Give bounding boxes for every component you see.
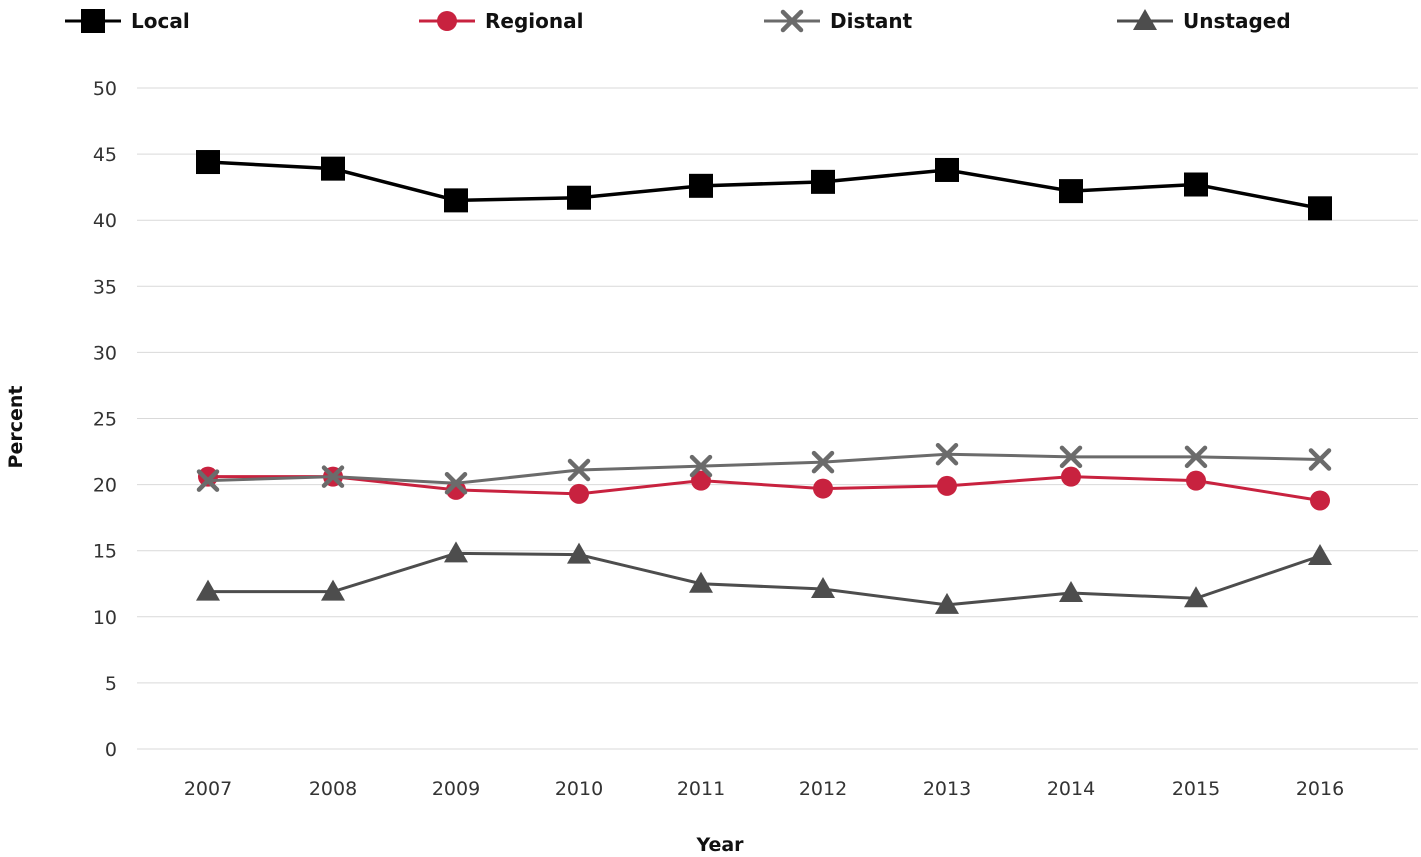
series-group: [196, 150, 1332, 614]
point-triangle-unstaged-2010: [567, 542, 591, 564]
point-triangle-unstaged-2008: [321, 579, 345, 601]
point-square-local-2016: [1308, 196, 1332, 221]
point-x-distant-2010: [567, 458, 591, 482]
y-tick-label: 30: [93, 342, 117, 364]
point-circle-regional-2011: [691, 470, 711, 491]
x-tick-label: 2011: [677, 778, 725, 800]
point-triangle-unstaged-2016: [1308, 543, 1332, 565]
legend-item-distant: Distant: [764, 9, 913, 33]
point-x-legend-distant: [780, 9, 804, 33]
legend-label: Local: [131, 9, 190, 33]
x-axis-title: Year: [695, 834, 744, 856]
point-circle-regional-2016: [1310, 490, 1330, 511]
series-line-regional: [208, 475, 1321, 502]
x-tick-label: 2007: [184, 778, 232, 800]
point-square-local-2009: [444, 188, 468, 213]
point-triangle-unstaged-2009: [444, 541, 468, 563]
gridlines: [137, 87, 1418, 750]
point-circle-legend-regional: [437, 11, 457, 31]
y-tick-label: 20: [93, 475, 117, 497]
x-tick-label: 2009: [432, 778, 480, 800]
point-square-local-2015: [1184, 172, 1208, 197]
legend-label: Regional: [485, 9, 583, 33]
series-regional: [198, 466, 1330, 511]
series-distant: [196, 442, 1332, 495]
x-axis-ticks: 2007 2008 2009 2010 2011 2012 2013 2014 2015 2016: [184, 778, 1344, 800]
y-axis-ticks: 0 5 10 15 20 25 30 35 40 45 50: [93, 78, 117, 761]
point-x-distant-2009: [444, 472, 468, 495]
y-tick-label: 0: [105, 739, 117, 761]
point-x-distant-2012: [811, 450, 835, 474]
y-tick-label: 45: [93, 144, 117, 166]
point-x-distant-2016: [1308, 448, 1332, 471]
point-triangle-unstaged-2007: [196, 579, 220, 601]
point-triangle-unstaged-2011: [689, 571, 713, 593]
point-x-distant-2011: [689, 454, 713, 478]
legend-item-local: Local: [65, 9, 190, 33]
point-triangle-unstaged-2015: [1184, 586, 1208, 608]
y-tick-label: 10: [93, 607, 117, 629]
point-square-legend-local: [81, 9, 105, 33]
point-x-distant-2015: [1184, 445, 1208, 469]
point-triangle-unstaged-2012: [811, 577, 835, 599]
legend: Local Regional Distant Unstaged: [65, 9, 1291, 33]
point-square-local-2011: [689, 173, 713, 198]
point-x-distant-2014: [1059, 445, 1083, 469]
legend-item-regional: Regional: [419, 9, 583, 33]
x-tick-label: 2015: [1172, 778, 1220, 800]
point-circle-regional-2009: [446, 479, 466, 500]
y-tick-label: 50: [93, 78, 117, 100]
point-square-local-2013: [935, 157, 959, 182]
x-tick-label: 2010: [555, 778, 603, 800]
point-circle-regional-2012: [813, 478, 833, 499]
y-tick-label: 40: [93, 210, 117, 232]
point-x-distant-2013: [935, 442, 959, 466]
point-circle-regional-2010: [569, 483, 589, 504]
point-square-local-2008: [321, 156, 345, 181]
series-line-distant: [207, 452, 1321, 485]
series-local: [196, 150, 1332, 221]
point-x-distant-2008: [321, 465, 345, 488]
series-unstaged: [196, 541, 1332, 614]
point-square-local-2012: [811, 169, 835, 194]
x-tick-label: 2016: [1296, 778, 1344, 800]
x-tick-label: 2012: [799, 778, 847, 800]
y-tick-label: 5: [105, 673, 117, 695]
point-x-distant-2007: [196, 469, 220, 492]
x-tick-label: 2014: [1047, 778, 1095, 800]
x-tick-label: 2008: [309, 778, 357, 800]
series-line-unstaged: [208, 551, 1321, 607]
point-triangle-unstaged-2014: [1059, 581, 1083, 603]
point-circle-regional-2014: [1061, 466, 1081, 487]
point-triangle-legend-unstaged: [1133, 9, 1157, 30]
point-circle-regional-2015: [1186, 470, 1206, 491]
point-square-local-2007: [196, 150, 220, 175]
y-tick-label: 35: [93, 276, 117, 298]
y-tick-label: 25: [93, 409, 117, 431]
series-line-local: [207, 160, 1321, 211]
y-axis-title: Percent: [5, 386, 27, 469]
y-tick-label: 15: [93, 541, 117, 563]
legend-label: Unstaged: [1183, 9, 1291, 33]
point-triangle-unstaged-2013: [935, 592, 959, 614]
legend-item-unstaged: Unstaged: [1117, 9, 1291, 33]
legend-label: Distant: [830, 9, 913, 33]
point-square-local-2010: [567, 185, 591, 210]
point-square-local-2014: [1059, 179, 1083, 204]
point-circle-regional-2013: [937, 475, 957, 496]
x-tick-label: 2013: [923, 778, 971, 800]
